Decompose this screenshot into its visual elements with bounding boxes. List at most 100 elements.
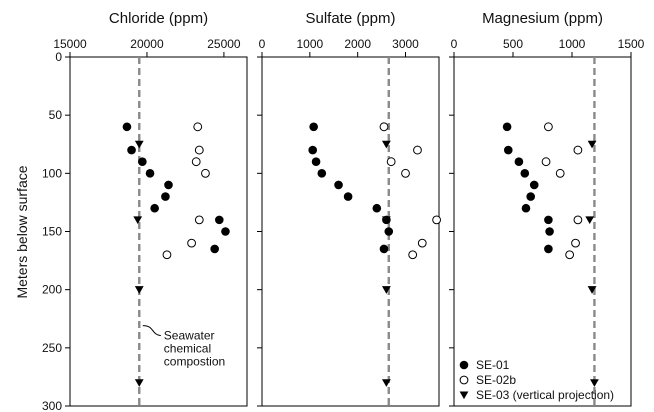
data-point: [134, 379, 144, 387]
x-tick-label: 25000: [207, 37, 241, 51]
data-point: [133, 216, 143, 225]
data-point: [145, 169, 155, 178]
data-point: [214, 215, 224, 225]
legend-marker: [459, 391, 469, 400]
data-point: [432, 215, 442, 225]
x-tick-label: 500: [503, 37, 523, 51]
data-point: [162, 250, 172, 260]
data-point: [187, 238, 196, 248]
data-point: [503, 145, 513, 155]
data-point: [417, 238, 427, 248]
data-point: [545, 227, 554, 236]
legend-marker: [459, 375, 469, 385]
x-tick-label: 1500: [618, 37, 645, 51]
y-tick-label: 0: [55, 50, 62, 64]
panel-1: Chloride (ppm) 15000 20000 25000 0 50 100 150 20…: [42, 10, 248, 412]
annotation-text: Seawater: [164, 329, 215, 343]
x-tick-label: 0: [259, 37, 266, 51]
annotation-leader: [142, 325, 161, 337]
data-point: [573, 215, 583, 225]
data-point: [127, 145, 136, 155]
data-point: [164, 180, 173, 190]
data-point: [308, 145, 318, 155]
y-tick-label: 200: [42, 283, 62, 297]
data-point: [311, 157, 321, 166]
y-tick-label: 50: [49, 108, 63, 122]
data-point: [210, 244, 219, 254]
y-tick-label: 250: [42, 341, 62, 355]
data-point: [386, 157, 396, 167]
panels: Chloride (ppm)15000 20000 2500005010015020…: [42, 10, 645, 412]
annotation-text: chemical: [164, 342, 211, 356]
data-point: [590, 379, 599, 387]
data-point: [526, 192, 535, 201]
annotation-text: compostion: [164, 355, 225, 369]
data-point: [520, 169, 530, 178]
data-point: [381, 140, 391, 149]
data-point: [587, 286, 597, 294]
x-tick-label: 2000: [344, 37, 371, 51]
data-point: [134, 140, 144, 149]
data-point: [194, 215, 204, 225]
y-tick-label: 100: [42, 166, 62, 180]
data-point: [408, 250, 418, 260]
x-tick-label: 0: [451, 37, 458, 51]
data-point: [565, 250, 575, 260]
data-point: [191, 157, 201, 167]
data-point: [401, 168, 410, 178]
data-point: [521, 203, 531, 213]
data-point: [379, 244, 389, 254]
x-tick-label: 1000: [559, 37, 586, 51]
data-point: [544, 122, 553, 132]
panel-3: Magnesium (ppm) 0 500 1000 1500: [449, 10, 645, 407]
data-point: [134, 286, 144, 294]
y-tick-label: 150: [42, 225, 62, 239]
panel-title: Chloride (ppm): [109, 10, 208, 27]
panel-frame: [453, 56, 632, 407]
x-tick-label: 20000: [130, 37, 164, 51]
data-point: [372, 203, 382, 213]
data-point: [194, 145, 204, 155]
data-point: [317, 169, 327, 178]
data-point: [309, 122, 318, 132]
x-tick-label: 1000: [296, 37, 323, 51]
data-point: [585, 216, 595, 225]
panel-2: Sulfate (ppm) 0 1000 2000 3000: [257, 10, 442, 407]
data-point: [555, 168, 565, 178]
legend-marker: [459, 360, 469, 370]
data-point: [193, 122, 203, 132]
data-point: [221, 227, 230, 236]
data-point: [334, 180, 343, 190]
legend-label: SE-01: [476, 358, 510, 372]
data-point: [343, 192, 353, 201]
data-point: [514, 157, 524, 166]
legend-label: SE-02b: [476, 373, 516, 387]
data-point: [541, 157, 551, 167]
data-point: [529, 180, 539, 190]
data-point: [544, 215, 553, 225]
data-point: [381, 216, 391, 225]
data-point: [384, 227, 394, 236]
data-point: [379, 122, 389, 132]
data-point: [122, 122, 132, 132]
data-point: [161, 192, 170, 201]
data-point: [502, 122, 512, 132]
data-point: [201, 168, 210, 178]
legend-label: SE-03 (vertical projection): [476, 388, 614, 402]
x-tick-label: 15000: [53, 37, 87, 51]
data-point: [381, 286, 391, 294]
data-point: [381, 379, 391, 387]
data-point: [587, 140, 597, 149]
y-axis-label: Meters below surface: [14, 165, 30, 298]
panel-title: Sulfate (ppm): [305, 10, 395, 27]
data-point: [413, 145, 422, 155]
panel-frame: [261, 56, 440, 407]
x-tick-label: 3000: [392, 37, 419, 51]
panel-title: Magnesium (ppm): [482, 10, 603, 27]
y-tick-label: 300: [42, 399, 62, 412]
data-point: [573, 145, 583, 155]
data-point: [571, 238, 580, 248]
data-point: [138, 157, 147, 166]
